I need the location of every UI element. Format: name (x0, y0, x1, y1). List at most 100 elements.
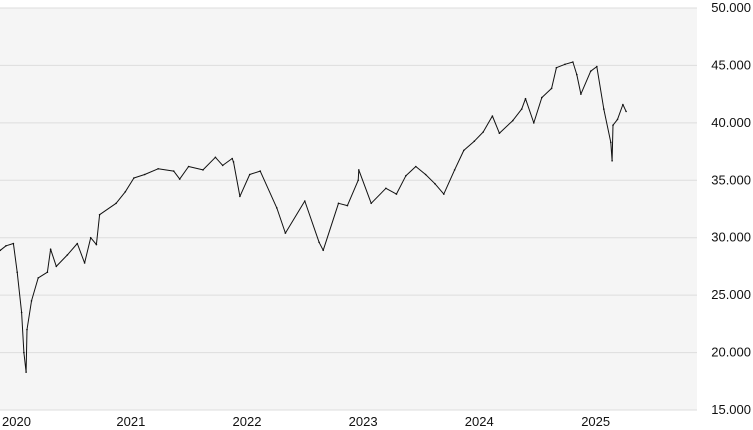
data-point (232, 161, 235, 163)
data-point (30, 300, 33, 302)
y-tick-label: 45.000 (711, 57, 751, 72)
data-point (576, 73, 578, 76)
data-point (533, 122, 535, 124)
data-point (66, 254, 69, 256)
data-point (83, 262, 86, 264)
data-point (276, 207, 278, 209)
data-point (304, 200, 306, 202)
data-point (0, 249, 2, 252)
data-point (25, 371, 27, 373)
data-point (23, 351, 25, 354)
data-point (221, 164, 224, 167)
data-point (5, 245, 7, 247)
gridlines (0, 7, 697, 411)
data-point (580, 93, 582, 95)
data-point (76, 242, 79, 245)
data-point (202, 169, 204, 171)
series-layer (0, 61, 627, 373)
x-tick-label: 2024 (465, 414, 494, 429)
x-tick-label: 2025 (581, 414, 610, 429)
data-point (239, 195, 241, 198)
data-point (453, 169, 456, 171)
data-point (520, 108, 523, 110)
y-tick-label: 25.000 (711, 287, 751, 302)
data-point (572, 61, 574, 63)
data-point (443, 193, 445, 195)
y-tick-label: 50.000 (711, 0, 751, 15)
data-point (596, 65, 598, 68)
data-point (491, 115, 494, 117)
data-point (589, 70, 592, 72)
data-point (395, 193, 398, 195)
series-line (0, 61, 627, 373)
data-point (370, 202, 373, 205)
data-point (541, 96, 543, 99)
data-point (463, 149, 465, 152)
data-point (564, 63, 566, 66)
data-point (124, 191, 127, 193)
data-point (424, 173, 427, 176)
x-axis: 2020 2021 2022 2023 2024 2025 (2, 414, 610, 429)
data-point (616, 118, 619, 121)
data-point (143, 173, 146, 176)
data-point (214, 156, 217, 159)
data-point (358, 169, 360, 171)
data-point (346, 204, 349, 207)
data-point (259, 170, 262, 172)
data-point (385, 187, 387, 190)
x-tick-label: 2021 (116, 414, 145, 429)
y-tick-label: 40.000 (711, 115, 751, 130)
data-point (611, 160, 613, 162)
data-point (133, 177, 135, 179)
data-point (26, 328, 28, 331)
data-point (415, 165, 417, 168)
data-point (115, 202, 117, 205)
data-point (524, 97, 527, 100)
data-point (405, 174, 407, 177)
y-tick-label: 15.000 (711, 402, 751, 417)
data-point (55, 265, 58, 268)
data-point (512, 119, 514, 122)
data-point (172, 170, 175, 172)
data-point (284, 232, 287, 234)
data-point (89, 236, 92, 239)
data-point (322, 249, 325, 252)
data-point (95, 243, 98, 246)
data-point (482, 131, 485, 133)
data-point (357, 179, 360, 182)
data-point (612, 124, 614, 126)
data-point (98, 213, 101, 216)
data-point (37, 277, 39, 279)
data-point (231, 157, 233, 160)
data-point (46, 271, 49, 274)
data-point (498, 132, 501, 134)
data-point (550, 87, 553, 90)
data-point (16, 271, 19, 274)
data-point (318, 241, 320, 244)
data-point (610, 141, 612, 144)
data-point (434, 182, 436, 185)
data-point (12, 242, 15, 245)
data-point (473, 140, 476, 142)
plot-area (0, 8, 697, 410)
data-point (622, 103, 624, 106)
x-tick-label: 2023 (349, 414, 378, 429)
data-point (625, 110, 627, 113)
data-point (157, 168, 159, 170)
y-tick-label: 35.000 (711, 172, 751, 187)
data-point (337, 202, 340, 205)
data-point (49, 248, 52, 250)
data-point (20, 311, 23, 314)
y-axis: 15.000 20.000 25.000 30.000 35.000 40.000 45.0… (711, 0, 751, 417)
x-tick-label: 2022 (233, 414, 262, 429)
data-point (555, 66, 558, 69)
y-tick-label: 20.000 (711, 345, 751, 360)
data-point (603, 108, 605, 110)
data-point (187, 165, 190, 168)
data-point (178, 178, 181, 180)
data-point (248, 173, 251, 176)
y-tick-label: 30.000 (711, 230, 751, 245)
x-tick-label: 2020 (2, 414, 31, 429)
